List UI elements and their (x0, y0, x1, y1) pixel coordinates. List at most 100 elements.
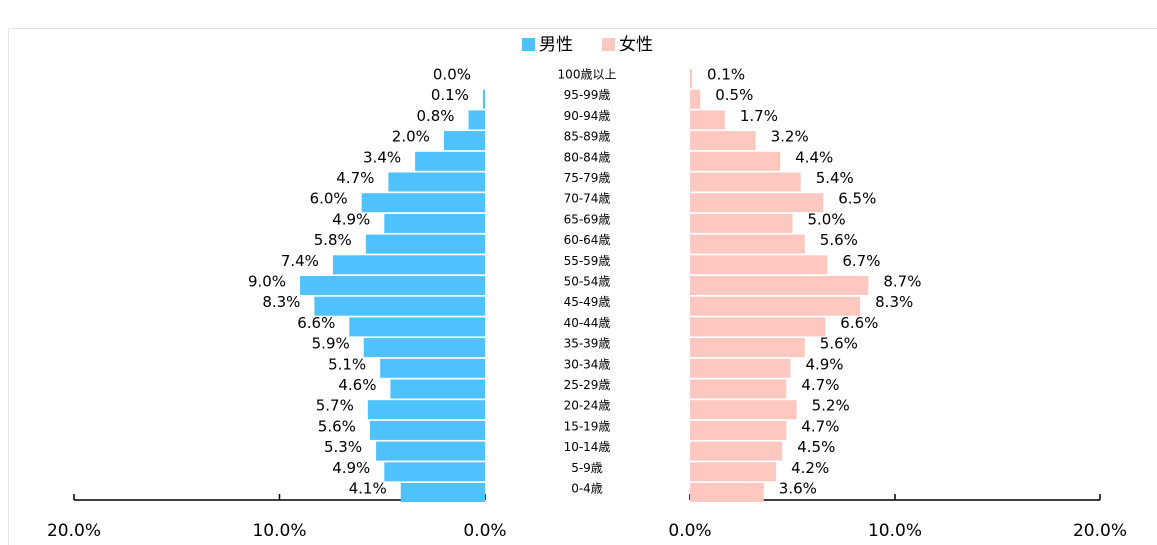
value-label: 8.3% (875, 293, 913, 311)
value-label: 3.4% (363, 148, 401, 166)
value-label: 9.0% (248, 273, 286, 291)
value-label: 4.7% (801, 417, 839, 435)
legend-swatch (522, 38, 535, 51)
bar (363, 338, 485, 358)
bar (690, 400, 797, 420)
bar (690, 441, 783, 461)
bar (690, 69, 693, 88)
value-label: 5.7% (316, 397, 354, 415)
value-label: 6.7% (842, 252, 880, 270)
value-label: 6.6% (840, 314, 878, 332)
category-label: 90-94歳 (564, 109, 611, 123)
value-label: 4.6% (338, 376, 376, 394)
category-label: 35-39歳 (564, 337, 611, 351)
bar (690, 131, 756, 151)
bar (367, 400, 485, 420)
category-label: 30-34歳 (564, 357, 611, 371)
bar (690, 172, 801, 192)
category-label: 70-74歳 (564, 192, 611, 206)
value-label: 6.6% (297, 314, 335, 332)
legend-label: 女性 (619, 35, 653, 55)
value-label: 4.5% (797, 438, 835, 456)
category-label: 25-29歳 (564, 378, 611, 392)
bar (690, 483, 764, 502)
value-label: 4.1% (349, 480, 387, 498)
x-tick-label: 0.0% (668, 521, 711, 541)
bar (690, 110, 725, 130)
bar (690, 338, 805, 358)
bar (300, 276, 485, 295)
bar (390, 379, 485, 399)
bar (690, 193, 824, 213)
bar (369, 420, 485, 440)
value-label: 5.8% (314, 231, 352, 249)
bar (690, 317, 826, 337)
bar (690, 234, 805, 254)
category-label: 50-54歳 (564, 275, 611, 289)
bar (690, 296, 861, 316)
bar (482, 89, 485, 109)
bar (361, 193, 485, 213)
category-label: 10-14歳 (564, 440, 611, 454)
value-label: 4.9% (332, 210, 370, 228)
category-label: 65-69歳 (564, 212, 611, 226)
legend-label: 男性 (539, 35, 573, 55)
bar (380, 358, 485, 378)
category-label: 45-49歳 (564, 295, 611, 309)
bar (690, 379, 787, 399)
value-label: 5.6% (820, 231, 858, 249)
value-label: 4.4% (795, 148, 833, 166)
category-label: 85-89歳 (564, 130, 611, 144)
category-label: 80-84歳 (564, 150, 611, 164)
bar (332, 255, 485, 275)
value-label: 5.0% (808, 210, 846, 228)
bar (443, 131, 485, 151)
bar (690, 151, 781, 171)
value-label: 0.0% (433, 66, 471, 84)
bar (388, 172, 485, 192)
bar (468, 110, 485, 130)
category-label: 20-24歳 (564, 399, 611, 413)
bar (690, 462, 777, 482)
value-label: 6.0% (310, 190, 348, 208)
bar (690, 420, 787, 440)
value-label: 0.5% (715, 86, 753, 104)
bar (690, 276, 869, 295)
category-label: 95-99歳 (564, 88, 611, 102)
value-label: 5.4% (816, 169, 854, 187)
legend-swatch (602, 38, 615, 51)
bar (400, 483, 485, 502)
category-label: 40-44歳 (564, 316, 611, 330)
value-label: 3.2% (771, 128, 809, 146)
value-label: 4.7% (336, 169, 374, 187)
value-label: 5.2% (812, 397, 850, 415)
category-label: 0-4歳 (571, 482, 603, 496)
value-label: 5.9% (312, 335, 350, 353)
category-label: 75-79歳 (564, 171, 611, 185)
category-label: 60-64歳 (564, 233, 611, 247)
bar (415, 151, 485, 171)
bar (349, 317, 485, 337)
category-label: 100歳以上 (558, 68, 617, 82)
value-label: 6.5% (838, 190, 876, 208)
bar (376, 441, 485, 461)
bar (690, 89, 701, 109)
value-label: 0.1% (431, 86, 469, 104)
value-label: 3.6% (779, 480, 817, 498)
value-label: 5.3% (324, 438, 362, 456)
category-label: 15-19歳 (564, 419, 611, 433)
value-label: 5.1% (328, 355, 366, 373)
bar (314, 296, 485, 316)
value-label: 7.4% (281, 252, 319, 270)
bar (690, 358, 791, 378)
category-label: 5-9歳 (571, 461, 603, 475)
value-label: 5.6% (820, 335, 858, 353)
x-tick-label: 10.0% (252, 521, 306, 541)
bar (690, 255, 828, 275)
x-tick-label: 20.0% (47, 521, 101, 541)
value-label: 8.7% (883, 273, 921, 291)
value-label: 4.2% (791, 459, 829, 477)
bar (384, 213, 485, 233)
value-label: 0.1% (707, 66, 745, 84)
